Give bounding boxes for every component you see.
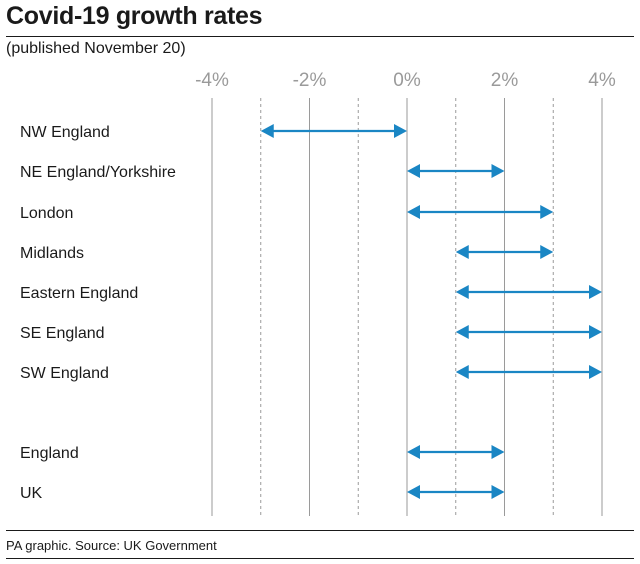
category-label: UK (20, 485, 43, 502)
grid-lines (211, 98, 603, 516)
range-arrow (455, 285, 602, 299)
footer-divider (6, 530, 634, 531)
range-low-arrowhead (407, 485, 420, 499)
range-low-arrowhead (407, 164, 420, 178)
range-high-arrowhead (491, 164, 505, 178)
range-high-arrowhead (394, 124, 407, 138)
x-tick-label: 0% (393, 70, 421, 91)
range-low-arrowhead (455, 325, 469, 339)
range-low-arrowhead (260, 124, 274, 138)
range-arrow (407, 445, 505, 459)
x-axis-tick-labels: -4% -2% 0% 2% 4% (195, 70, 616, 91)
chart-subtitle: (published November 20) (6, 40, 186, 57)
source-note: PA graphic. Source: UK Government (6, 538, 217, 553)
range-low-arrowhead (455, 285, 469, 299)
range-arrow (407, 164, 505, 178)
x-tick-label: -2% (293, 70, 327, 91)
category-label: London (20, 205, 73, 222)
range-low-arrowhead (455, 245, 469, 259)
range-arrow (455, 365, 602, 379)
range-arrow (260, 124, 407, 138)
category-label: England (20, 445, 79, 462)
bottom-rule (6, 558, 634, 559)
range-arrow (455, 245, 554, 259)
category-label: Midlands (20, 245, 84, 262)
range-high-arrowhead (540, 245, 554, 259)
range-arrow (455, 325, 602, 339)
category-label: SE England (20, 325, 105, 342)
range-high-arrowhead (589, 285, 602, 299)
range-low-arrowhead (407, 205, 420, 219)
range-arrow (407, 205, 554, 219)
category-label: NE England/Yorkshire (20, 164, 176, 181)
category-label: NW England (20, 124, 110, 141)
range-arrow (407, 485, 505, 499)
range-low-arrowhead (455, 365, 469, 379)
range-low-arrowhead (407, 445, 420, 459)
range-high-arrowhead (589, 325, 602, 339)
chart-title: Covid-19 growth rates (6, 2, 263, 30)
category-label: SW England (20, 365, 109, 382)
category-labels: NW England NE England/Yorkshire London Midl… (20, 124, 176, 502)
category-label: Eastern England (20, 285, 138, 302)
range-high-arrowhead (540, 205, 554, 219)
range-high-arrowhead (589, 365, 602, 379)
range-arrows (260, 124, 602, 499)
x-tick-label: -4% (195, 70, 229, 91)
range-chart: -4% -2% 0% 2% 4% NW England NE England/Yorksh… (20, 70, 616, 516)
x-tick-label: 4% (588, 70, 616, 91)
x-tick-label: 2% (491, 70, 519, 91)
title-divider (6, 36, 634, 37)
range-high-arrowhead (491, 485, 505, 499)
range-high-arrowhead (491, 445, 505, 459)
